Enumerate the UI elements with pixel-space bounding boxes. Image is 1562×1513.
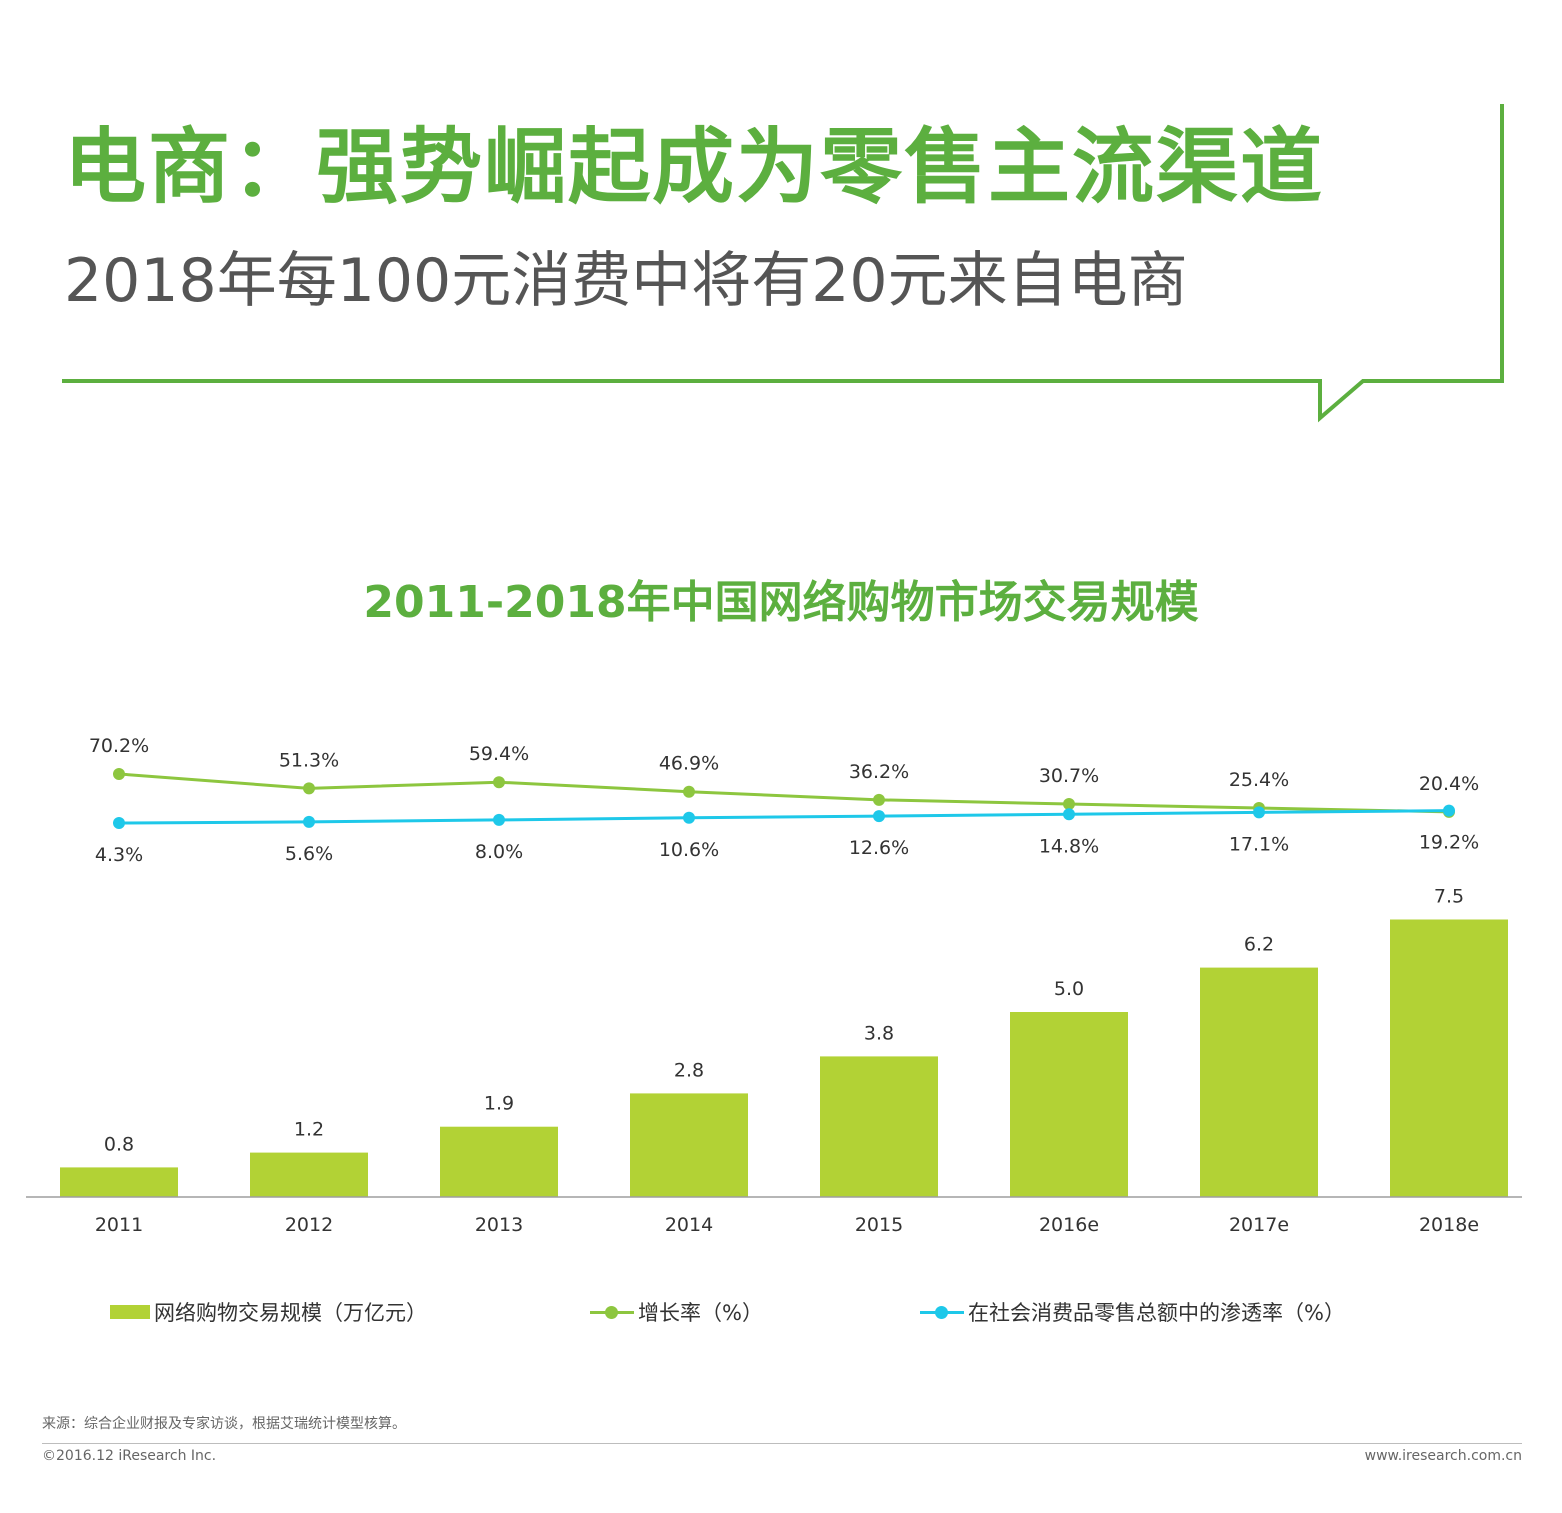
penetration-point-2014 xyxy=(683,811,695,824)
x-tick-label-2013: 2013 xyxy=(475,1214,523,1236)
growth-label-2015: 36.2% xyxy=(849,761,909,783)
growth-point-2014 xyxy=(683,785,695,798)
bar-2013 xyxy=(440,1126,558,1197)
growth-label-2012: 51.3% xyxy=(279,749,339,771)
penetration-point-2011 xyxy=(113,817,125,829)
penetration-label-2011: 4.3% xyxy=(95,844,143,866)
x-tick-label-2016e: 2016e xyxy=(1039,1214,1099,1236)
x-tick-label-2012: 2012 xyxy=(285,1214,333,1236)
bar-2018e xyxy=(1390,919,1508,1197)
bar-2012 xyxy=(250,1152,368,1197)
growth-label-2011: 70.2% xyxy=(89,735,149,757)
legend-item-growth: 增长率（%） xyxy=(590,1296,763,1328)
penetration-label-2013: 8.0% xyxy=(475,841,523,863)
growth-point-2015 xyxy=(873,793,885,806)
bar-label-2015: 3.8 xyxy=(864,1022,894,1044)
growth-point-2011 xyxy=(113,768,125,780)
penetration-point-2013 xyxy=(493,813,505,826)
bar-2017e xyxy=(1200,967,1318,1197)
legend-label-volume: 网络购物交易规模（万亿元） xyxy=(154,1301,427,1325)
growth-label-2017e: 25.4% xyxy=(1229,769,1289,791)
bar-label-2011: 0.8 xyxy=(104,1133,134,1155)
bar-label-2012: 1.2 xyxy=(294,1119,324,1141)
website-link[interactable]: www.iresearch.com.cn xyxy=(1364,1448,1522,1464)
bar-2016e xyxy=(1010,1012,1128,1197)
growth-point-2016e xyxy=(1063,798,1075,811)
chart-area: 0.8 1.2 1.9 2.8 3.8 5.0 6.2 7.5 2011 2012 2013 2014… xyxy=(26,735,1522,1236)
source-note: 来源：综合企业财报及专家访谈，根据艾瑞统计模型核算。 xyxy=(42,1416,406,1432)
penetration-label-2012: 5.6% xyxy=(285,843,333,865)
legend-label-growth: 增长率（%） xyxy=(638,1301,763,1325)
growth-label-2014: 46.9% xyxy=(659,753,719,775)
bar-label-2018e: 7.5 xyxy=(1434,886,1464,908)
legend-bar-swatch xyxy=(110,1305,150,1319)
x-tick-label-2018e: 2018e xyxy=(1419,1214,1479,1236)
legend-item-volume: 网络购物交易规模（万亿元） xyxy=(110,1296,427,1328)
growth-label-2018e: 20.4% xyxy=(1419,773,1479,795)
penetration-point-2015 xyxy=(873,810,885,823)
bar-label-2016e: 5.0 xyxy=(1054,978,1084,1000)
penetration-point-2016e xyxy=(1063,808,1075,821)
bar-label-2014: 2.8 xyxy=(674,1059,704,1081)
growth-label-2013: 59.4% xyxy=(469,743,529,765)
footer-divider xyxy=(42,1443,1522,1444)
chart-title: 2011-2018年中国网络购物市场交易规模 xyxy=(363,577,1199,628)
legend-label-penetration: 在社会消费品零售总额中的渗透率（%） xyxy=(968,1301,1345,1325)
bar-label-2013: 1.9 xyxy=(484,1093,514,1115)
penetration-label-2017e: 17.1% xyxy=(1229,833,1289,855)
penetration-label-2015: 12.6% xyxy=(849,837,909,859)
growth-label-2016e: 30.7% xyxy=(1039,765,1099,787)
growth-rate-line xyxy=(118,772,1450,814)
bar-2011 xyxy=(60,1167,178,1197)
penetration-rate-line xyxy=(118,809,1450,825)
legend-growth-swatch xyxy=(590,1305,634,1319)
x-tick-label-2014: 2014 xyxy=(665,1214,713,1236)
page-headline: 电商：强势崛起成为零售主流渠道 xyxy=(64,120,1325,215)
bar-2014 xyxy=(630,1093,748,1197)
growth-point-2013 xyxy=(493,776,505,789)
legend-item-penetration: 在社会消费品零售总额中的渗透率（%） xyxy=(920,1296,1345,1328)
penetration-label-2018e: 19.2% xyxy=(1419,832,1479,854)
chart-legend: 网络购物交易规模（万亿元） 增长率（%） 在社会消费品零售总额中的渗透率（%） xyxy=(0,1296,1562,1336)
growth-point-2012 xyxy=(303,782,315,795)
penetration-label-2016e: 14.8% xyxy=(1039,835,1099,857)
penetration-point-2017e xyxy=(1253,806,1265,819)
x-tick-label-2015: 2015 xyxy=(855,1214,903,1236)
penetration-label-2014: 10.6% xyxy=(659,839,719,861)
bar-2015 xyxy=(820,1056,938,1197)
legend-penetration-swatch xyxy=(920,1305,964,1319)
header-callout-frame xyxy=(62,104,1504,423)
copyright-text: ©2016.12 iResearch Inc. xyxy=(42,1448,217,1464)
penetration-point-2012 xyxy=(303,815,315,828)
x-tick-label-2011: 2011 xyxy=(95,1214,143,1236)
penetration-point-2018e xyxy=(1443,804,1455,817)
x-tick-label-2017e: 2017e xyxy=(1229,1214,1289,1236)
bar-label-2017e: 6.2 xyxy=(1244,934,1274,956)
page-subheadline: 2018年每100元消费中将有20元来自电商 xyxy=(64,246,1188,316)
